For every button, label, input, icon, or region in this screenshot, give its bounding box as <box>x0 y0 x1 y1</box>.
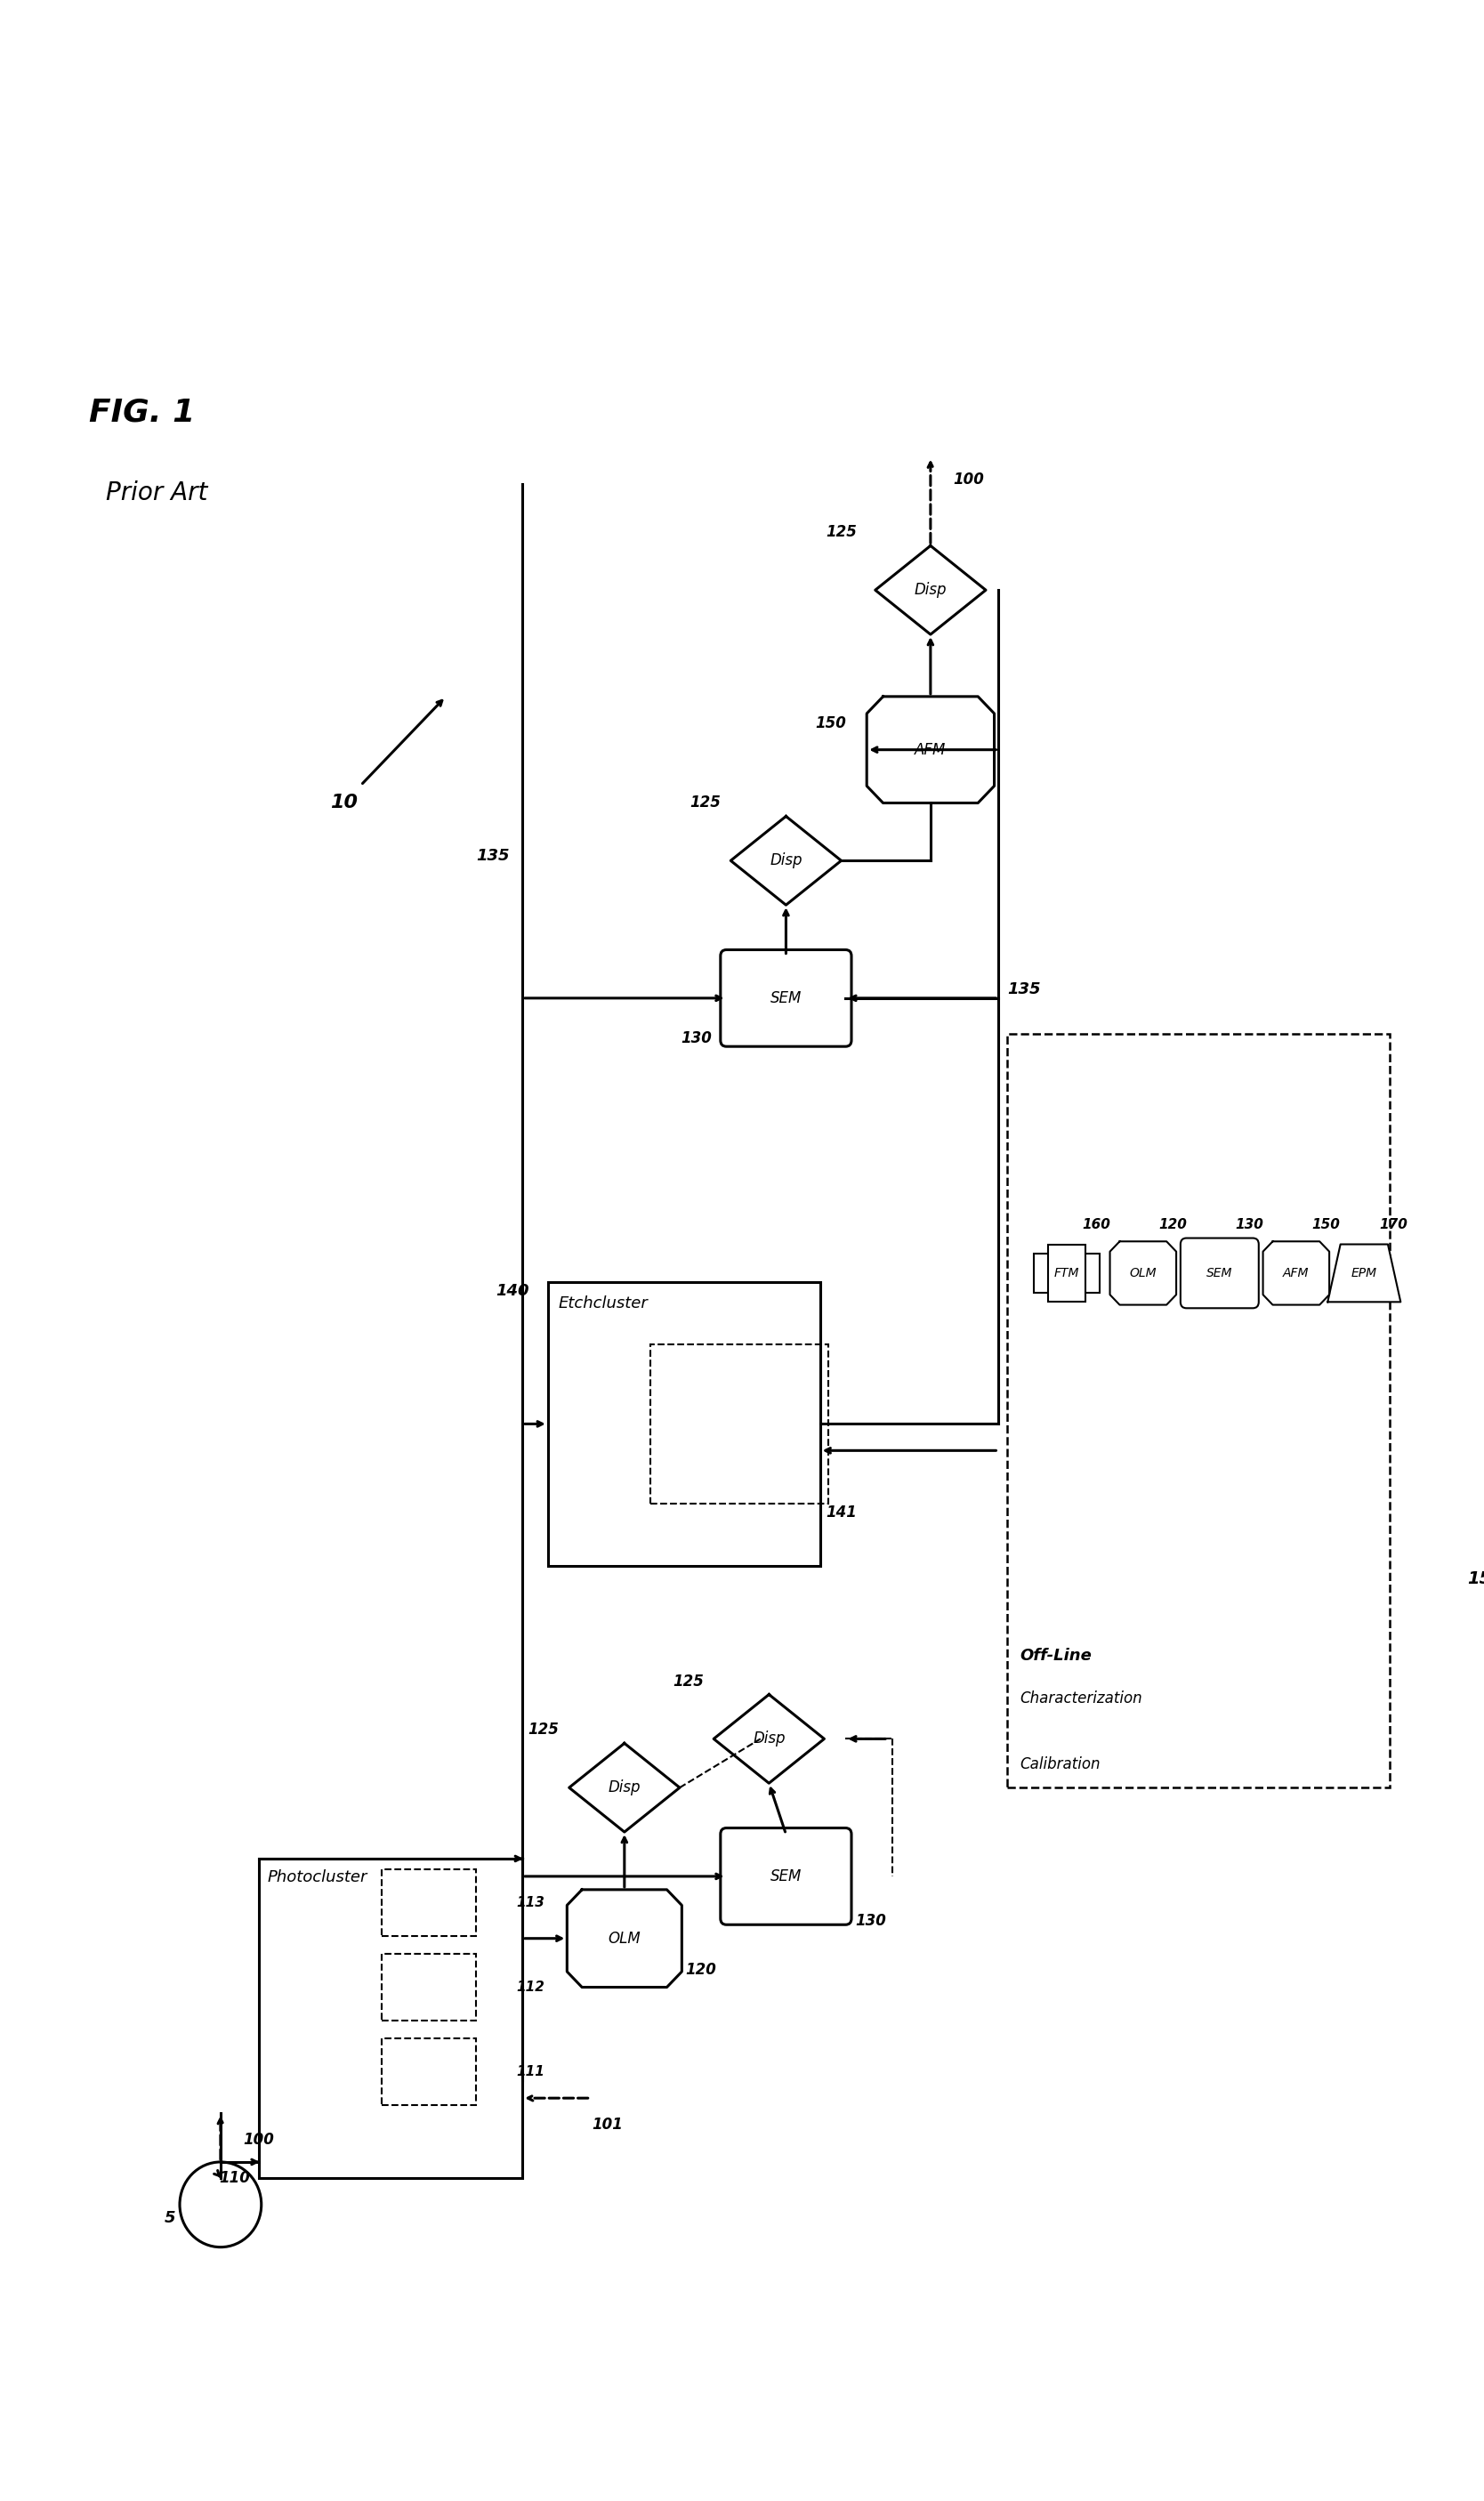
Text: 135: 135 <box>1008 980 1040 998</box>
Text: 141: 141 <box>825 1506 856 1521</box>
Text: Disp: Disp <box>914 583 947 598</box>
Text: SEM: SEM <box>770 990 801 1005</box>
Text: Photocluster: Photocluster <box>267 1868 367 1886</box>
Text: 160: 160 <box>1082 1218 1110 1230</box>
Circle shape <box>180 2161 261 2246</box>
Polygon shape <box>1263 1240 1330 1306</box>
Text: 125: 125 <box>528 1723 559 1738</box>
Text: 125: 125 <box>672 1673 703 1688</box>
Text: 150: 150 <box>816 715 846 730</box>
Text: Off-Line: Off-Line <box>1020 1648 1092 1663</box>
Text: 150: 150 <box>1312 1218 1340 1230</box>
Text: 10: 10 <box>329 795 358 813</box>
Text: 15: 15 <box>1466 1571 1484 1588</box>
Text: Disp: Disp <box>770 853 803 868</box>
Text: SEM: SEM <box>770 1868 801 1883</box>
Text: 135: 135 <box>476 848 509 865</box>
Text: OLM: OLM <box>1129 1268 1156 1281</box>
Text: 110: 110 <box>220 2171 251 2186</box>
Polygon shape <box>1110 1240 1177 1306</box>
Polygon shape <box>876 545 985 635</box>
Text: Prior Art: Prior Art <box>105 480 208 505</box>
Text: OLM: OLM <box>608 1931 641 1946</box>
Polygon shape <box>714 1696 824 1783</box>
Bar <box>381 1871 475 1936</box>
Text: 101: 101 <box>592 2116 623 2133</box>
Text: Disp: Disp <box>608 1781 641 1796</box>
FancyBboxPatch shape <box>1180 1238 1258 1308</box>
Bar <box>258 1858 522 2178</box>
Bar <box>1008 1033 1389 1788</box>
Polygon shape <box>867 695 994 803</box>
Polygon shape <box>570 1743 680 1831</box>
Bar <box>1033 1253 1100 1293</box>
Polygon shape <box>1328 1245 1401 1303</box>
Text: 5: 5 <box>163 2211 175 2226</box>
Text: Characterization: Characterization <box>1020 1691 1143 1706</box>
Text: 170: 170 <box>1380 1218 1408 1230</box>
Text: Disp: Disp <box>752 1731 785 1746</box>
Text: EPM: EPM <box>1352 1268 1377 1281</box>
Bar <box>548 1283 821 1566</box>
Text: FTM: FTM <box>1054 1268 1079 1281</box>
Text: 120: 120 <box>1159 1218 1187 1230</box>
Text: 125: 125 <box>690 795 721 810</box>
Bar <box>381 1953 475 2021</box>
Text: AFM: AFM <box>1284 1268 1309 1281</box>
Text: 130: 130 <box>855 1913 886 1928</box>
Text: 120: 120 <box>686 1961 717 1978</box>
Text: 113: 113 <box>516 1896 545 1911</box>
Text: 112: 112 <box>516 1981 545 1993</box>
Bar <box>650 1343 828 1503</box>
FancyBboxPatch shape <box>721 950 852 1045</box>
Bar <box>1048 1245 1085 1303</box>
Text: 130: 130 <box>1235 1218 1263 1230</box>
Bar <box>381 2038 475 2106</box>
Text: SEM: SEM <box>1206 1268 1233 1281</box>
Text: 111: 111 <box>516 2066 545 2078</box>
Text: Calibration: Calibration <box>1020 1756 1100 1773</box>
Text: Etchcluster: Etchcluster <box>558 1296 647 1311</box>
Text: 140: 140 <box>496 1283 528 1298</box>
Text: FIG. 1: FIG. 1 <box>89 398 194 428</box>
Text: 100: 100 <box>243 2131 275 2148</box>
Polygon shape <box>730 815 841 905</box>
FancyBboxPatch shape <box>721 1828 852 1926</box>
Text: 100: 100 <box>953 470 984 488</box>
Text: 130: 130 <box>681 1030 712 1045</box>
Text: AFM: AFM <box>914 743 947 758</box>
Polygon shape <box>567 1891 681 1988</box>
Text: 125: 125 <box>825 525 856 540</box>
